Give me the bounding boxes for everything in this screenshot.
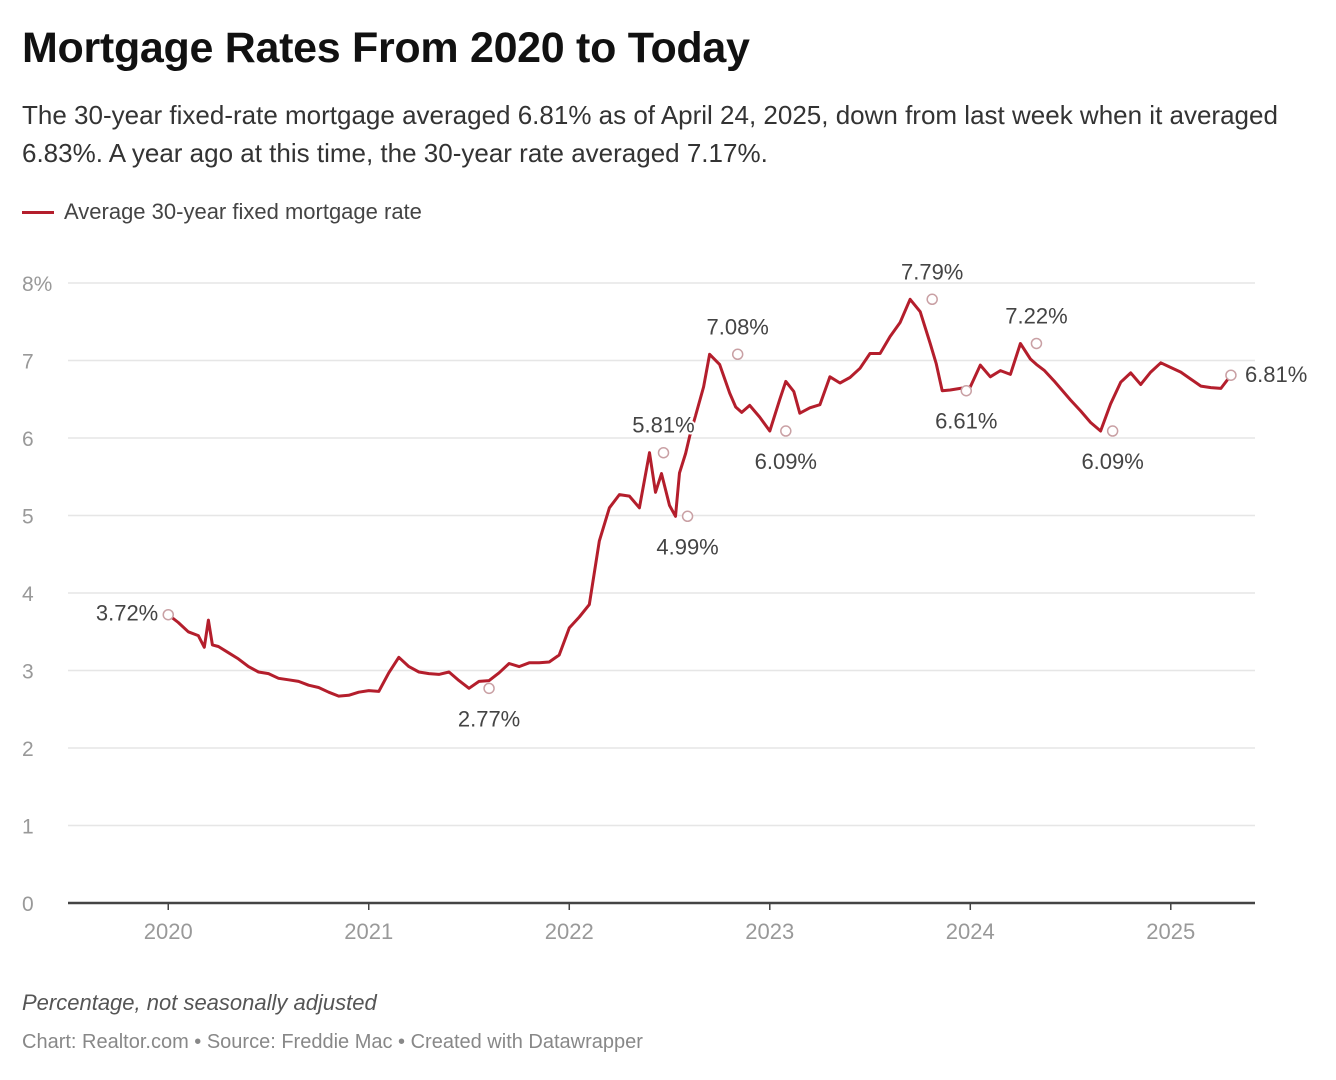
annotation-marker [681,510,694,523]
legend-label: Average 30-year fixed mortgage rate [64,199,422,224]
x-tick-label: 2025 [1146,919,1195,944]
annotation-marker [1225,369,1237,381]
annotation-marker [657,446,670,459]
y-tick-label: 2 [22,738,34,761]
x-tick-label: 2022 [545,919,594,944]
annotation-label: 7.08% [706,314,768,339]
annotation-marker [960,384,973,397]
annotation-label: 7.79% [901,259,963,284]
chart-legend: Average 30-year fixed mortgage rate [22,199,422,225]
annotation-label: 5.81% [632,413,694,438]
chart-note: Percentage, not seasonally adjusted [22,990,377,1015]
y-tick-label: 3 [22,661,34,684]
y-tick-label: 4 [22,583,34,606]
annotation-label: 3.72% [96,601,158,626]
x-tick-label: 2021 [344,919,393,944]
annotation-marker [731,348,744,361]
line-chart: 8% 7 6 5 4 3 2 1 0 2020 2021 2022 2023 2024 2025 3.72% 2… [22,257,1309,944]
chart-title: Mortgage Rates From 2020 to Today [22,24,750,72]
chart-credit: Chart: Realtor.com • Source: Freddie Mac… [22,1031,643,1053]
annotation-label: 4.99% [656,534,718,559]
x-tick-label: 2020 [144,919,193,944]
y-tick-label: 0 [22,893,34,916]
annotation-label: 2.77% [458,706,520,731]
y-tick-label: 6 [22,428,34,451]
annotation-label: 6.61% [935,409,997,434]
annotation-marker [162,608,175,621]
series-line [166,297,1233,698]
x-tick-label: 2024 [946,919,995,944]
annotation-label: 6.09% [1081,449,1143,474]
y-tick-label: 7 [22,351,34,374]
y-tick-label: 5 [22,506,34,529]
annotation-marker [1030,337,1043,350]
x-tick-label: 2023 [745,919,794,944]
chart-subtitle: The 30-year fixed-rate mortgage averaged… [22,100,1278,168]
annotation-label: 7.22% [1005,303,1067,328]
y-tick-label: 1 [22,816,34,839]
annotation-marker [926,293,938,306]
legend-line-swatch [22,210,54,214]
annotation-marker [483,682,495,695]
annotation-label: 6.09% [755,449,817,474]
y-tick-label: 8% [22,273,52,296]
annotation-label: 6.81% [1245,362,1307,387]
annotation-marker [1106,425,1119,437]
annotation-marker [780,425,792,437]
